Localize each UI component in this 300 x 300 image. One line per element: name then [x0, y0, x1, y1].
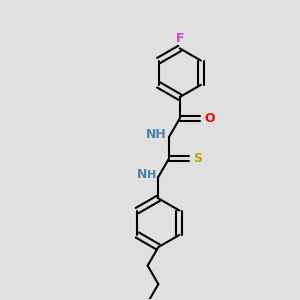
Text: N: N	[137, 168, 147, 181]
Text: S: S	[193, 152, 202, 165]
Text: O: O	[204, 112, 214, 125]
Text: NH: NH	[146, 128, 166, 141]
Text: H: H	[147, 169, 156, 180]
Text: F: F	[176, 32, 184, 45]
